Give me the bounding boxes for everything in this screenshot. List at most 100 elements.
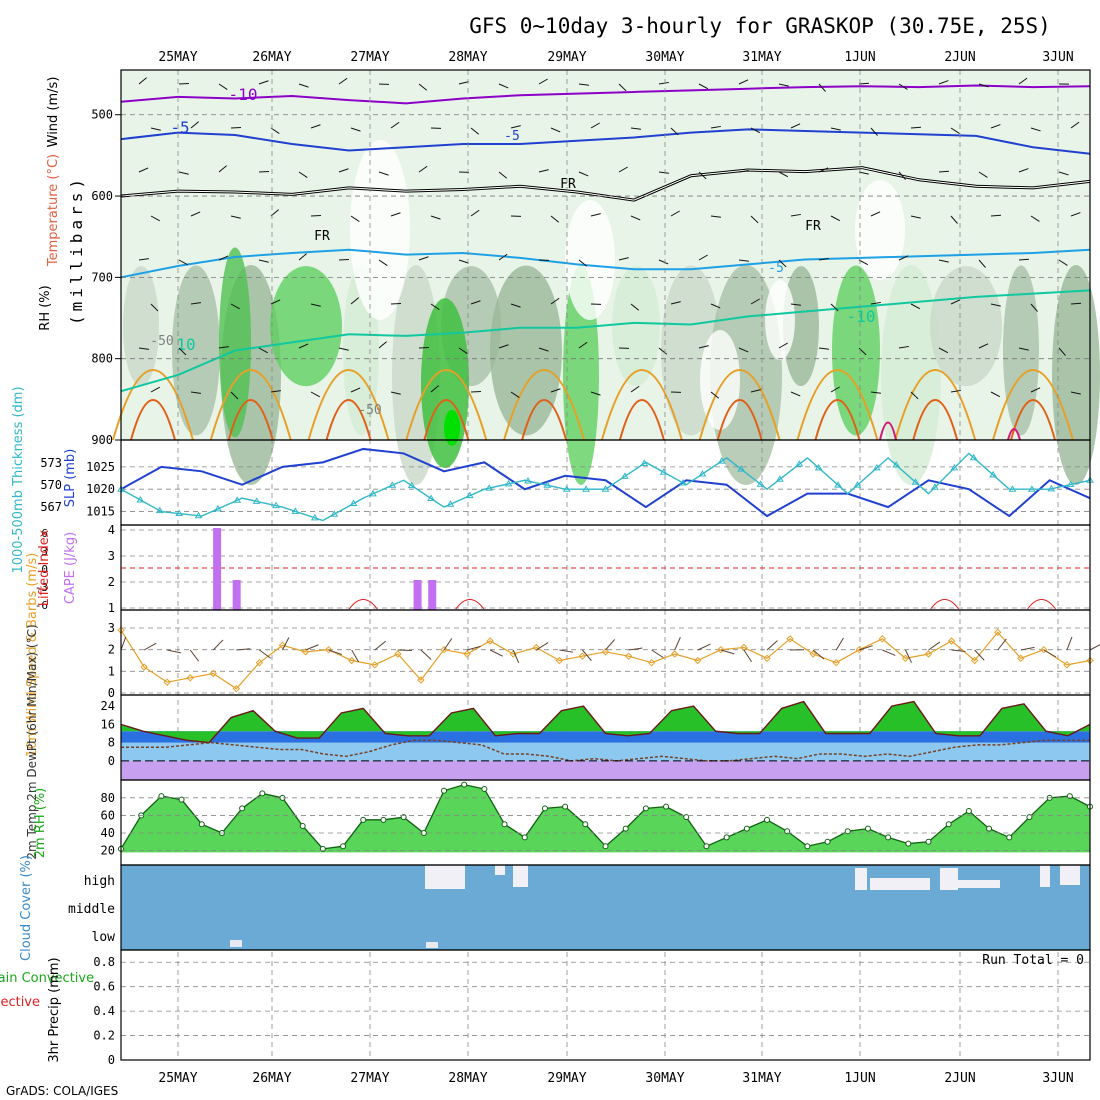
contour-label: -5 bbox=[170, 118, 189, 137]
wind-barb bbox=[270, 299, 281, 305]
wind-barb bbox=[990, 214, 1002, 217]
ylabel-rh: RH (%) bbox=[38, 285, 53, 330]
thickness-marker bbox=[950, 463, 959, 471]
rh-marker bbox=[945, 821, 952, 828]
speed-marker bbox=[532, 643, 540, 652]
y-tick-label: 16 bbox=[101, 717, 115, 731]
surface-barb bbox=[1066, 636, 1073, 651]
surface-barb bbox=[651, 649, 664, 659]
rh-fill-strong bbox=[121, 784, 1090, 853]
x-tick-label-top: 29MAY bbox=[547, 50, 586, 65]
rh-marker bbox=[885, 834, 892, 841]
isotherm-line bbox=[120, 248, 1091, 279]
speed-marker bbox=[509, 650, 517, 658]
wind-barb bbox=[138, 167, 149, 173]
wind-barb bbox=[978, 343, 989, 349]
wind-barb bbox=[390, 391, 401, 395]
speed-marker bbox=[186, 674, 194, 682]
isotherm-15 bbox=[600, 369, 683, 441]
wind-barb bbox=[218, 255, 229, 261]
thickness-marker bbox=[756, 480, 765, 487]
run-total: Run Total = 0 bbox=[982, 953, 1084, 968]
wind-barb bbox=[818, 83, 826, 92]
rh-marker bbox=[743, 825, 750, 832]
cool-band bbox=[121, 742, 1090, 761]
wind-barb bbox=[590, 122, 600, 129]
rh-shade bbox=[881, 264, 941, 485]
isotherm-line bbox=[120, 84, 1091, 105]
wind-barb bbox=[550, 215, 560, 223]
rh-marker bbox=[602, 843, 609, 850]
wind-barb bbox=[858, 171, 869, 175]
thickness-marker bbox=[872, 463, 881, 471]
isotherm-15 bbox=[405, 369, 488, 441]
isotherm-20 bbox=[423, 399, 470, 441]
cloud-gap bbox=[426, 942, 438, 948]
y-tick-label: 0.2 bbox=[93, 1029, 115, 1043]
thickness-marker bbox=[155, 506, 164, 514]
wind-barb bbox=[338, 77, 348, 85]
thickness-marker bbox=[427, 494, 435, 502]
x-tick-label-top: 28MAY bbox=[448, 50, 487, 65]
isotherm-15 bbox=[307, 369, 390, 441]
cape-bar bbox=[413, 580, 422, 610]
thickness-marker bbox=[1027, 485, 1036, 492]
isotherm-15 bbox=[503, 369, 586, 441]
wind-barb bbox=[578, 171, 589, 177]
speed-marker bbox=[1040, 645, 1048, 654]
y-tick-label-left: -6 bbox=[35, 599, 48, 612]
wind-barb bbox=[230, 215, 241, 219]
ylabel-thickness: 1000-500mb Thickness (dm) bbox=[11, 386, 26, 573]
thickness-marker bbox=[698, 470, 707, 477]
speed-marker bbox=[1063, 661, 1071, 669]
rh-shade bbox=[172, 265, 220, 436]
surface-barb bbox=[282, 637, 290, 651]
dry-zone bbox=[765, 280, 795, 360]
surface-barb bbox=[466, 645, 481, 651]
speed-marker bbox=[578, 652, 587, 660]
wind-barb bbox=[470, 300, 481, 305]
thickness-marker bbox=[814, 463, 823, 471]
speed-marker bbox=[671, 650, 679, 658]
wind-barb bbox=[790, 123, 801, 129]
li-bump bbox=[930, 599, 960, 610]
wind-barb bbox=[910, 391, 919, 400]
isotherm-15 bbox=[894, 369, 977, 441]
x-tick-label-bottom: 26MAY bbox=[252, 1071, 291, 1086]
wind-barb bbox=[138, 258, 149, 261]
thickness-marker bbox=[582, 485, 591, 492]
cloud-level-label: middle bbox=[68, 902, 115, 917]
speed-marker bbox=[924, 650, 933, 658]
rh-marker bbox=[461, 781, 468, 788]
isotherm-20 bbox=[521, 399, 568, 441]
x-tick-label-bottom: 2JUN bbox=[944, 1071, 975, 1086]
wind-barb bbox=[658, 171, 669, 174]
ylabel-precip-type: Total / Rain Convective bbox=[0, 971, 94, 986]
isotherm-15 bbox=[112, 369, 194, 441]
thickness-marker bbox=[931, 483, 939, 490]
surface-barb bbox=[305, 644, 319, 651]
wind-barb bbox=[750, 298, 760, 305]
wind-barb bbox=[830, 303, 839, 312]
speed-marker bbox=[371, 661, 379, 669]
wind-barb bbox=[750, 215, 759, 224]
isotherm-25 bbox=[1007, 428, 1021, 441]
wind-barb bbox=[258, 80, 269, 85]
thickness-marker bbox=[194, 511, 203, 519]
y-tick-label: 0 bbox=[108, 686, 115, 700]
wind-barb bbox=[818, 257, 829, 261]
speed-marker bbox=[601, 648, 610, 656]
thickness-marker bbox=[1008, 485, 1017, 492]
speed-marker bbox=[832, 658, 840, 667]
wind-barb bbox=[178, 171, 189, 175]
speed-marker bbox=[486, 637, 494, 645]
rh-shade bbox=[1052, 264, 1100, 485]
thickness-marker bbox=[310, 513, 319, 521]
speed-marker bbox=[647, 658, 656, 667]
wind-barb bbox=[578, 341, 588, 349]
ylabel-wind10m: 10m Wind Speed & Barbs (m/s) bbox=[25, 553, 40, 758]
isotherm-20 bbox=[325, 399, 372, 441]
y-tick-label: 40 bbox=[101, 826, 115, 840]
y-tick-label: 0.4 bbox=[93, 1004, 115, 1018]
wind-barb bbox=[738, 259, 749, 262]
